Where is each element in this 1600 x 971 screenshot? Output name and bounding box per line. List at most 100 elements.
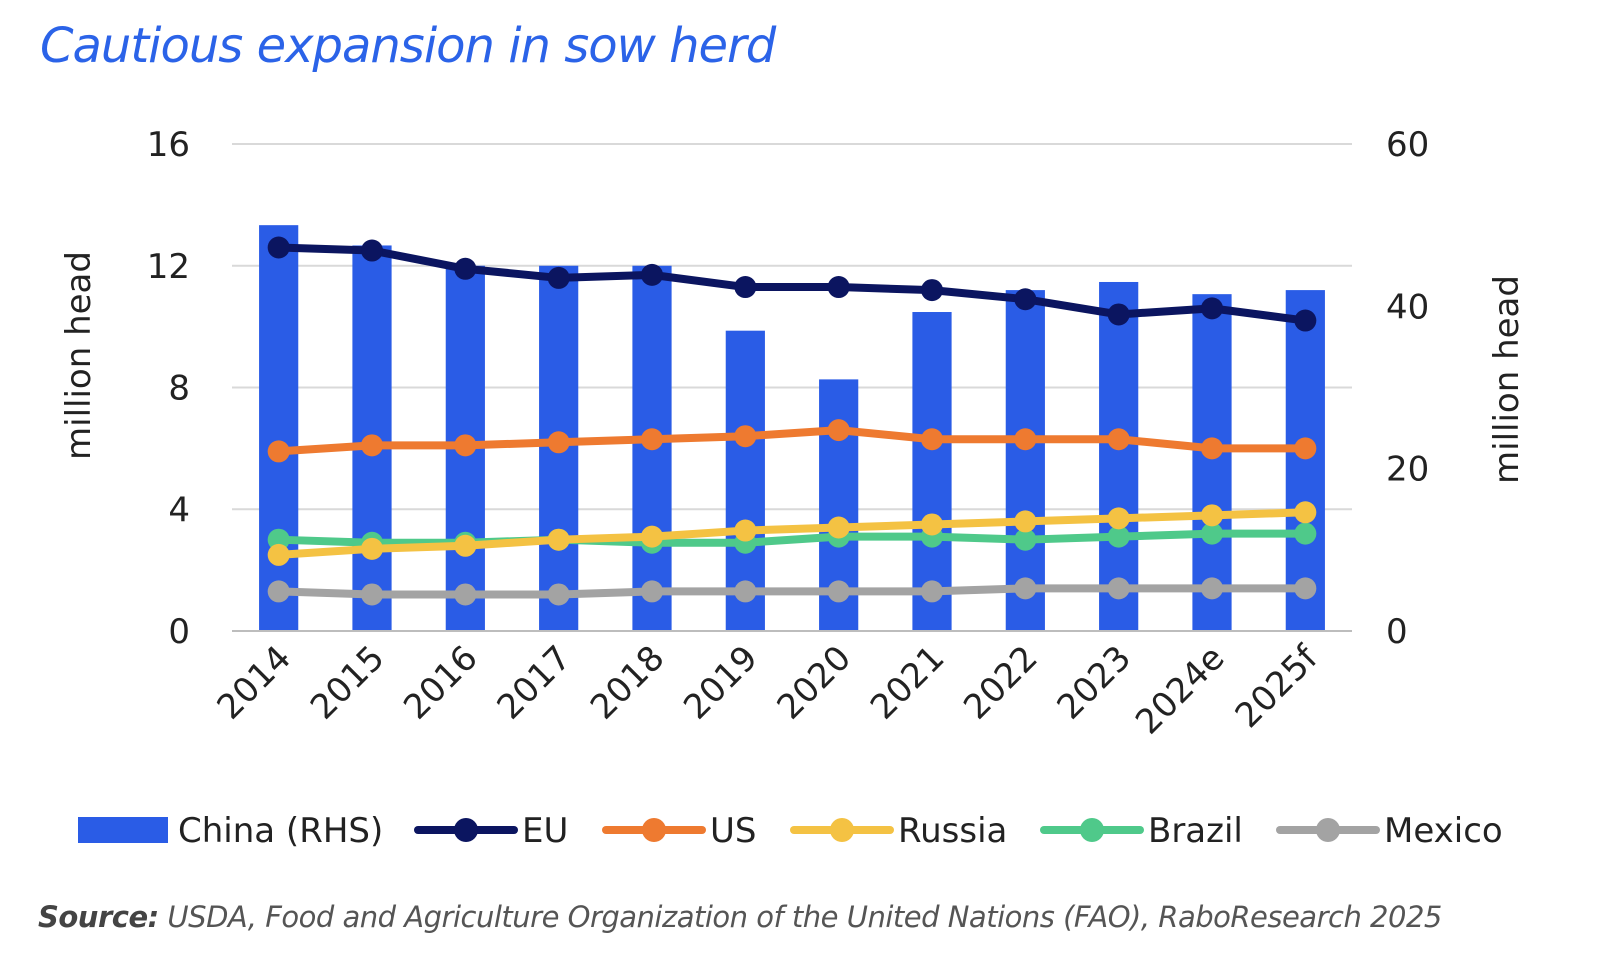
point-brazil (1201, 522, 1223, 545)
point-us (1014, 428, 1037, 451)
x-tick-label: 2014 (210, 638, 299, 727)
legend-marker-eu (454, 818, 478, 842)
legend-marker-russia (830, 818, 854, 842)
x-tick-label: 2021 (863, 638, 952, 727)
y-left-tick-label: 0 (168, 612, 190, 652)
point-eu (1014, 288, 1037, 311)
point-eu (454, 257, 477, 280)
point-russia (641, 525, 663, 548)
point-russia (1201, 504, 1223, 527)
point-mexico (454, 583, 477, 606)
x-tick-label: 2018 (583, 638, 672, 727)
point-us (454, 434, 477, 457)
point-mexico (1294, 577, 1317, 600)
source-text: USDA, Food and Agriculture Organization … (158, 900, 1442, 934)
legend-label-mexico: Mexico (1384, 811, 1503, 851)
point-russia (1014, 510, 1037, 533)
y-right-tick-label: 60 (1386, 125, 1429, 165)
point-mexico (641, 580, 663, 603)
legend-marker-mexico (1316, 818, 1340, 842)
y-left-axis-title: million head (59, 251, 99, 460)
source-note: Source: USDA, Food and Agriculture Organ… (38, 900, 1442, 934)
point-us (1201, 437, 1223, 460)
point-us (361, 434, 383, 457)
bar-china (1192, 294, 1232, 631)
x-tick-label: 2015 (303, 638, 392, 727)
point-mexico (1107, 577, 1130, 600)
point-mexico (1014, 577, 1037, 600)
point-us (734, 425, 757, 448)
bar-china (912, 312, 952, 631)
point-mexico (921, 580, 943, 603)
point-eu (641, 263, 663, 286)
bar-china (1099, 281, 1139, 631)
legend-label-china: China (RHS) (178, 811, 383, 851)
point-mexico (361, 583, 383, 606)
x-tick-label: 2020 (770, 638, 859, 727)
line-us (274, 426, 1310, 456)
point-us (1294, 437, 1317, 460)
legend-label-brazil: Brazil (1148, 811, 1243, 851)
bar-china (1005, 290, 1045, 631)
point-russia (454, 534, 477, 557)
point-mexico (734, 580, 757, 603)
point-us (1107, 428, 1130, 451)
point-mexico (827, 580, 850, 603)
bar-china (1285, 290, 1325, 631)
point-brazil (1294, 522, 1317, 545)
x-tick-label: 2019 (676, 638, 765, 727)
point-us (547, 431, 570, 454)
point-us (267, 440, 290, 463)
point-eu (361, 239, 383, 262)
point-us (641, 428, 663, 451)
point-eu (1201, 297, 1223, 320)
x-tick-label: 2024e (1128, 638, 1232, 742)
legend-label-eu: EU (522, 811, 568, 851)
point-russia (1294, 501, 1317, 524)
point-russia (827, 516, 850, 539)
line-russia (274, 508, 1310, 559)
y-left-tick-label: 16 (147, 125, 190, 165)
legend-marker-brazil (1080, 818, 1104, 842)
point-eu (827, 276, 850, 299)
x-tick-label: 2022 (956, 638, 1045, 727)
point-eu (547, 266, 570, 289)
point-us (827, 419, 850, 442)
point-brazil (267, 528, 290, 551)
bar-china (259, 225, 299, 631)
point-mexico (267, 580, 290, 603)
legend-swatch-china (78, 817, 168, 843)
chart-title: Cautious expansion in sow herd (40, 18, 776, 74)
point-russia (921, 513, 943, 536)
line-brazil (274, 529, 1310, 547)
point-brazil (1014, 528, 1037, 551)
y-right-axis-title: million head (1487, 275, 1527, 484)
point-eu (1107, 303, 1130, 326)
point-eu (921, 279, 943, 302)
x-tick-label: 2023 (1050, 638, 1139, 727)
y-left-tick-label: 8 (168, 369, 190, 409)
point-russia (547, 528, 570, 551)
source-label: Source: (38, 900, 159, 934)
point-mexico (1201, 577, 1223, 600)
line-eu (274, 243, 1310, 325)
legend-label-russia: Russia (898, 811, 1007, 851)
line-mexico (274, 584, 1310, 599)
point-russia (1107, 507, 1130, 530)
point-us (921, 428, 943, 451)
y-right-tick-label: 40 (1386, 287, 1429, 327)
point-russia (267, 543, 290, 566)
y-right-tick-label: 0 (1386, 612, 1408, 652)
x-tick-label: 2025f (1228, 637, 1327, 736)
x-tick-label: 2016 (396, 638, 485, 727)
legend-label-us: US (710, 811, 756, 851)
y-left-tick-label: 4 (168, 490, 190, 530)
point-eu (267, 236, 290, 259)
point-eu (734, 276, 757, 299)
y-right-tick-label: 20 (1386, 450, 1429, 490)
point-russia (361, 537, 383, 560)
x-tick-label: 2017 (490, 638, 579, 727)
point-mexico (547, 583, 570, 606)
point-eu (1294, 309, 1317, 332)
